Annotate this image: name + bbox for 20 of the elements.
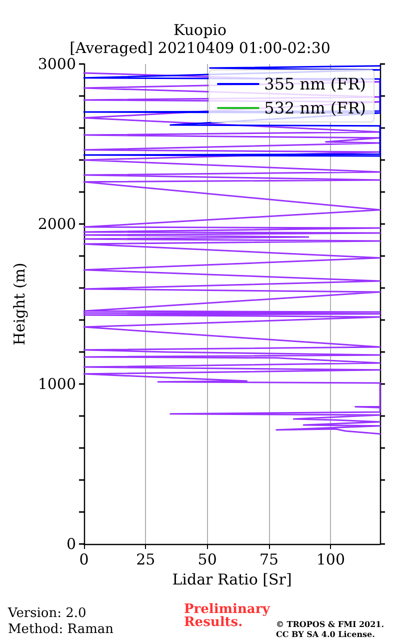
x-tick-label: 100 [316, 550, 345, 568]
text: © TROPOS & FMI 2021. [276, 619, 384, 629]
y-axis-title: Height (m) [10, 262, 28, 346]
y-tick-label: 0 [66, 535, 76, 553]
x-tick-label: 75 [259, 550, 279, 568]
text: Version: 2.0 [7, 606, 86, 621]
chart-title: Kuopio [Averaged] 20210409 01:00-02:30 [70, 21, 330, 57]
text: Method: Raman [8, 622, 114, 637]
x-tick-label: 0 [79, 550, 89, 568]
y-tick-label: 1000 [38, 375, 76, 393]
x-tick-label: 25 [136, 550, 156, 568]
y-tick-label: 3000 [38, 55, 76, 73]
x-axis-title: Lidar Ratio [Sr] [172, 570, 292, 588]
legend-label: 355 nm (FR) [264, 74, 366, 94]
line-series [83, 72, 381, 435]
x-tick-label: 50 [198, 550, 217, 568]
legend-label: 532 nm (FR) [264, 98, 366, 118]
text: Preliminary Results. [184, 602, 274, 630]
text: CC BY SA 4.0 License. [276, 629, 376, 639]
y-tick-label: 2000 [38, 215, 76, 233]
